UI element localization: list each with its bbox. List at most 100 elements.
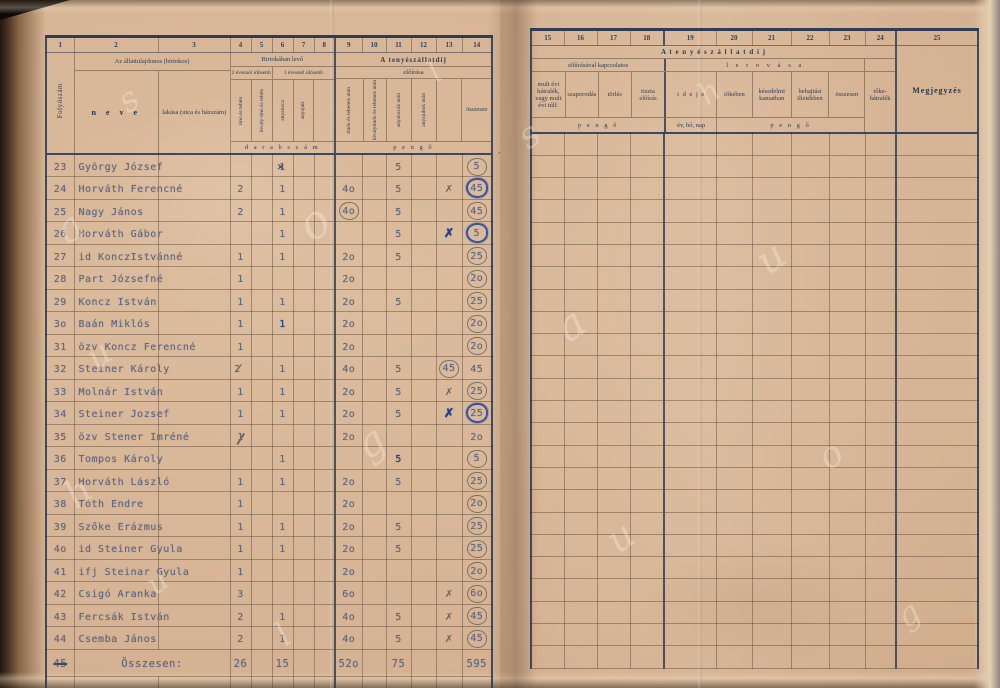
pengo-unit: p e n g ő bbox=[336, 141, 491, 153]
value-cell bbox=[715, 154, 753, 179]
row-number-cell: 35 bbox=[45, 423, 75, 448]
value-cell bbox=[410, 446, 437, 470]
table-row bbox=[530, 266, 979, 290]
value-cell bbox=[361, 401, 387, 425]
value-cell bbox=[435, 648, 463, 677]
value-cell bbox=[292, 536, 315, 560]
value-cell bbox=[313, 675, 336, 688]
name-column-label: n e v e bbox=[91, 107, 141, 117]
value-cell bbox=[530, 132, 565, 156]
value-cell bbox=[715, 489, 753, 513]
table-row bbox=[530, 154, 979, 179]
value-cell bbox=[563, 288, 598, 312]
value-cell bbox=[292, 401, 315, 425]
value-cell bbox=[629, 645, 665, 669]
value-cell bbox=[895, 243, 979, 268]
value-cell bbox=[663, 154, 717, 179]
value-cell bbox=[229, 221, 252, 245]
value-cell bbox=[663, 333, 717, 357]
value-cell bbox=[596, 533, 631, 558]
value-cell bbox=[663, 266, 717, 290]
value-cell bbox=[790, 355, 830, 379]
value-cell bbox=[790, 377, 830, 402]
value-cell bbox=[864, 533, 897, 558]
value-cell bbox=[715, 422, 753, 446]
value-cell: 5 bbox=[385, 401, 412, 425]
value-cell bbox=[563, 556, 598, 580]
value-cell bbox=[563, 266, 598, 290]
value-cell bbox=[596, 645, 631, 669]
value-cell bbox=[828, 177, 866, 201]
value-cell: ✗ bbox=[435, 581, 463, 605]
value-cell bbox=[410, 198, 437, 223]
value-cell: 1 bbox=[271, 603, 294, 628]
value-cell bbox=[361, 603, 387, 628]
table-row bbox=[530, 422, 979, 446]
table-row bbox=[530, 623, 979, 647]
darabszam-unit: d a r a b s z á m bbox=[230, 141, 334, 153]
value-cell bbox=[596, 243, 631, 268]
value-cell: 2 bbox=[229, 603, 252, 628]
owner-group-label: Az állattulajdonos (birtokos) bbox=[74, 53, 230, 71]
value-cell bbox=[790, 400, 830, 424]
value-cell bbox=[629, 177, 665, 201]
value-cell bbox=[313, 536, 336, 560]
value-cell bbox=[271, 581, 294, 605]
value-cell bbox=[828, 154, 866, 179]
value-cell: 5 bbox=[385, 626, 412, 650]
value-cell bbox=[271, 266, 294, 290]
value-cell bbox=[715, 511, 753, 535]
value-cell bbox=[530, 600, 565, 625]
value-cell bbox=[435, 288, 463, 313]
table-row bbox=[530, 556, 979, 580]
value-cell bbox=[334, 221, 363, 245]
value-cell bbox=[563, 645, 598, 669]
value-cell bbox=[895, 154, 979, 179]
value-cell bbox=[435, 558, 463, 583]
value-cell bbox=[790, 266, 830, 290]
value-cell bbox=[596, 489, 631, 513]
value-cell bbox=[410, 648, 437, 677]
value-cell: 5 bbox=[461, 153, 493, 178]
value-cell bbox=[751, 578, 792, 602]
value-cell bbox=[751, 154, 792, 179]
value-cell bbox=[530, 243, 565, 268]
name-cell: Fercsák István bbox=[73, 603, 169, 628]
value-cell bbox=[751, 422, 792, 446]
value-cell bbox=[629, 310, 665, 335]
value-cell bbox=[530, 177, 565, 201]
value-cell bbox=[313, 558, 336, 583]
value-cell bbox=[435, 468, 463, 493]
value-cell bbox=[45, 675, 75, 688]
value-cell bbox=[663, 177, 717, 201]
table-row: 27 id KonczIstvánné 1 1 2o 5 25 bbox=[45, 243, 493, 268]
value-cell bbox=[629, 466, 665, 491]
value-cell bbox=[790, 422, 830, 446]
row-number-cell: 45 bbox=[45, 648, 75, 677]
value-cell bbox=[629, 288, 665, 312]
value-cell: 2 bbox=[229, 356, 252, 380]
value-cell bbox=[715, 266, 753, 290]
value-cell bbox=[250, 401, 273, 425]
value-cell bbox=[563, 600, 598, 625]
row-number-cell: 25 bbox=[45, 198, 75, 223]
value-cell bbox=[530, 645, 565, 669]
value-cell bbox=[629, 511, 665, 535]
folyoszam-header: Folyószám bbox=[45, 52, 75, 156]
table-row: 29 Koncz István 1 1 2o 5 25 bbox=[45, 288, 493, 313]
value-cell: 5 bbox=[461, 446, 493, 470]
col5-label: bivaly-tinó és tehén bbox=[258, 88, 265, 133]
col24-label: tőke-hátralék bbox=[864, 72, 895, 117]
value-cell bbox=[361, 626, 387, 650]
value-cell: 2o bbox=[334, 491, 363, 515]
value-cell: 1 bbox=[229, 468, 252, 493]
table-row bbox=[530, 355, 979, 379]
value-cell bbox=[790, 310, 830, 335]
value-cell: 1 bbox=[271, 198, 294, 223]
value-cell bbox=[629, 600, 665, 625]
value-cell bbox=[790, 623, 830, 647]
col-number: 10 bbox=[361, 36, 387, 53]
col17-label: törlés bbox=[597, 72, 631, 117]
value-cell bbox=[530, 489, 565, 513]
value-cell: 1 bbox=[271, 401, 294, 425]
